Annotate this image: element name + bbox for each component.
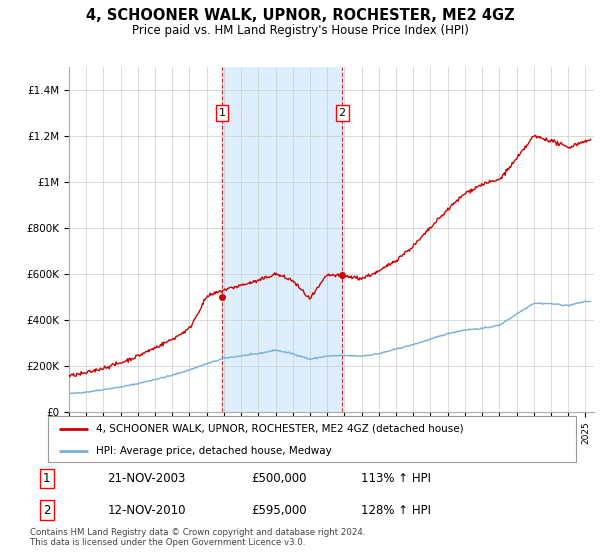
Text: £595,000: £595,000 bbox=[251, 503, 307, 516]
Text: 4, SCHOONER WALK, UPNOR, ROCHESTER, ME2 4GZ: 4, SCHOONER WALK, UPNOR, ROCHESTER, ME2 … bbox=[86, 8, 514, 24]
Text: 113% ↑ HPI: 113% ↑ HPI bbox=[361, 472, 431, 485]
Text: £500,000: £500,000 bbox=[251, 472, 307, 485]
Text: 2: 2 bbox=[338, 108, 346, 118]
Text: 12-NOV-2010: 12-NOV-2010 bbox=[107, 503, 186, 516]
Text: 4, SCHOONER WALK, UPNOR, ROCHESTER, ME2 4GZ (detached house): 4, SCHOONER WALK, UPNOR, ROCHESTER, ME2 … bbox=[95, 424, 463, 434]
Text: Price paid vs. HM Land Registry's House Price Index (HPI): Price paid vs. HM Land Registry's House … bbox=[131, 24, 469, 36]
Text: 128% ↑ HPI: 128% ↑ HPI bbox=[361, 503, 431, 516]
FancyBboxPatch shape bbox=[48, 416, 576, 462]
Text: 1: 1 bbox=[43, 472, 50, 485]
Text: 2: 2 bbox=[43, 503, 50, 516]
Text: 21-NOV-2003: 21-NOV-2003 bbox=[107, 472, 185, 485]
Text: Contains HM Land Registry data © Crown copyright and database right 2024.
This d: Contains HM Land Registry data © Crown c… bbox=[30, 528, 365, 547]
Text: HPI: Average price, detached house, Medway: HPI: Average price, detached house, Medw… bbox=[95, 446, 331, 455]
Bar bbox=[222, 67, 342, 412]
Text: 1: 1 bbox=[218, 108, 226, 118]
